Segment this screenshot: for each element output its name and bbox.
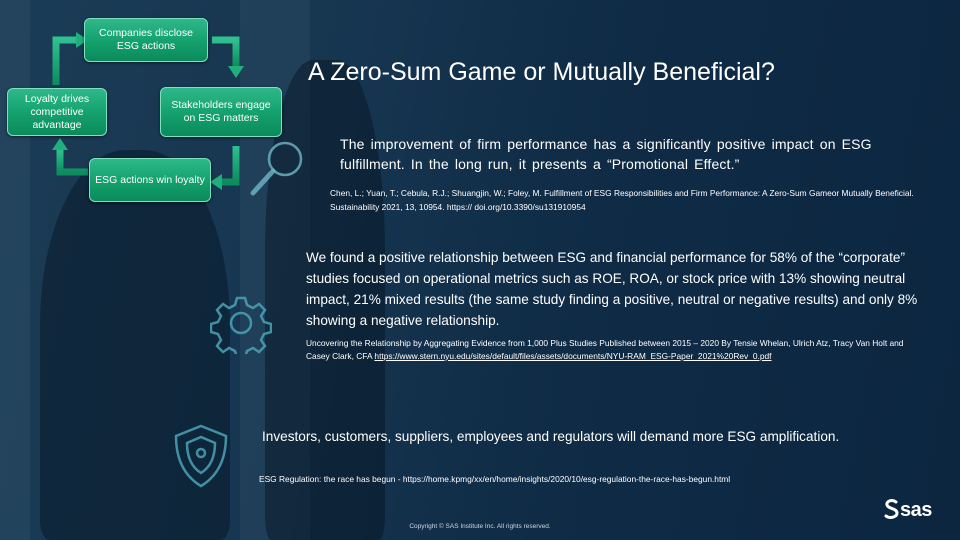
section1-body: The improvement of firm performance has …: [340, 136, 872, 172]
cycle-arrow: [52, 36, 76, 85]
section2-citation-text: Uncovering the Relationship by Aggregati…: [306, 338, 904, 361]
cycle-step-loyalty: ESG actions win loyalty: [89, 158, 211, 202]
section3-citation: ESG Regulation: the race has begun - htt…: [259, 474, 731, 484]
cycle-step-label: ESG actions win loyalty: [95, 173, 205, 186]
gear-icon: [210, 296, 272, 354]
cycle-arrow: [56, 150, 88, 176]
section2-citation: Uncovering the Relationship by Aggregati…: [306, 337, 926, 363]
magnifier-icon: [250, 141, 303, 196]
cycle-arrow-head: [228, 66, 244, 78]
section3-body: Investors, customers, suppliers, employe…: [262, 429, 840, 444]
cycle-arrow-head: [52, 138, 68, 150]
copyright-notice: Copyright © SAS Institute Inc. All right…: [409, 523, 551, 530]
shield-icon: [174, 424, 228, 488]
section2-citation-link[interactable]: https://www.stern.nyu.edu/sites/default/…: [374, 350, 772, 361]
sas-logo-mark: [884, 499, 899, 519]
sas-logo-text: sas: [900, 499, 932, 521]
cycle-step-label: Stakeholders engage on ESG matters: [171, 99, 271, 124]
cycle-step-advantage: Loyalty drives competitive advantage: [7, 88, 107, 136]
cycle-arrow-head: [76, 32, 88, 48]
cycle-arrows: [52, 32, 244, 190]
section2-body: We found a positive relationship between…: [306, 250, 918, 328]
sas-logo: sas: [884, 499, 932, 522]
background-person: [265, 60, 385, 540]
cycle-arrow-head: [210, 174, 222, 190]
cycle-arrow: [212, 36, 240, 66]
cycle-arrow: [222, 146, 240, 186]
cycle-step-label: Loyalty drives competitive advantage: [24, 92, 90, 131]
background-person: [40, 150, 230, 540]
cycle-step-engage: Stakeholders engage on ESG matters: [160, 87, 282, 137]
cycle-step-disclose: Companies disclose ESG actions: [84, 18, 208, 62]
slide-title: A Zero-Sum Game or Mutually Beneficial?: [308, 58, 775, 86]
section1-citation: Chen, L.; Yuan, T.; Cebula, R.J.; Shuang…: [330, 188, 914, 212]
cycle-step-label: Companies disclose ESG actions: [99, 27, 193, 52]
